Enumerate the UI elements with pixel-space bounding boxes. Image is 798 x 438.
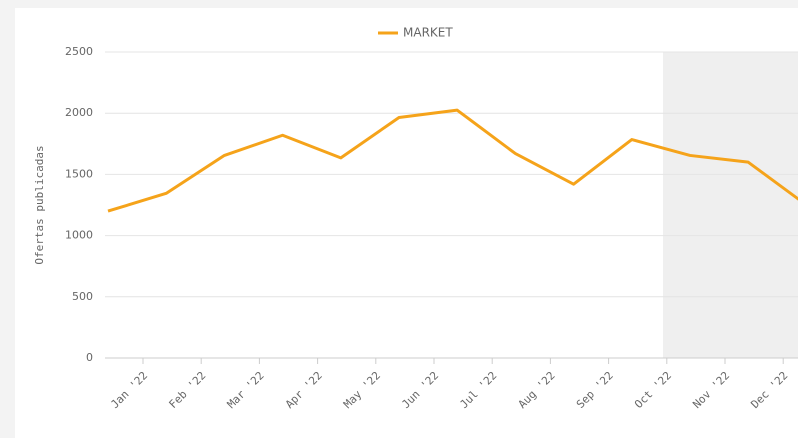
line-series bbox=[107, 108, 798, 213]
shaded-region bbox=[663, 52, 798, 358]
y-tick-label: 0 bbox=[86, 351, 93, 364]
y-axis-label: Ofertas publicadas bbox=[33, 145, 46, 264]
y-tick-label: 2000 bbox=[65, 106, 93, 119]
y-tick-label: 2500 bbox=[65, 45, 93, 58]
legend-label: MARKET bbox=[403, 26, 453, 40]
y-tick-label: 1000 bbox=[65, 229, 93, 242]
y-tick-label: 1500 bbox=[65, 167, 93, 180]
y-tick-label: 500 bbox=[72, 290, 93, 303]
